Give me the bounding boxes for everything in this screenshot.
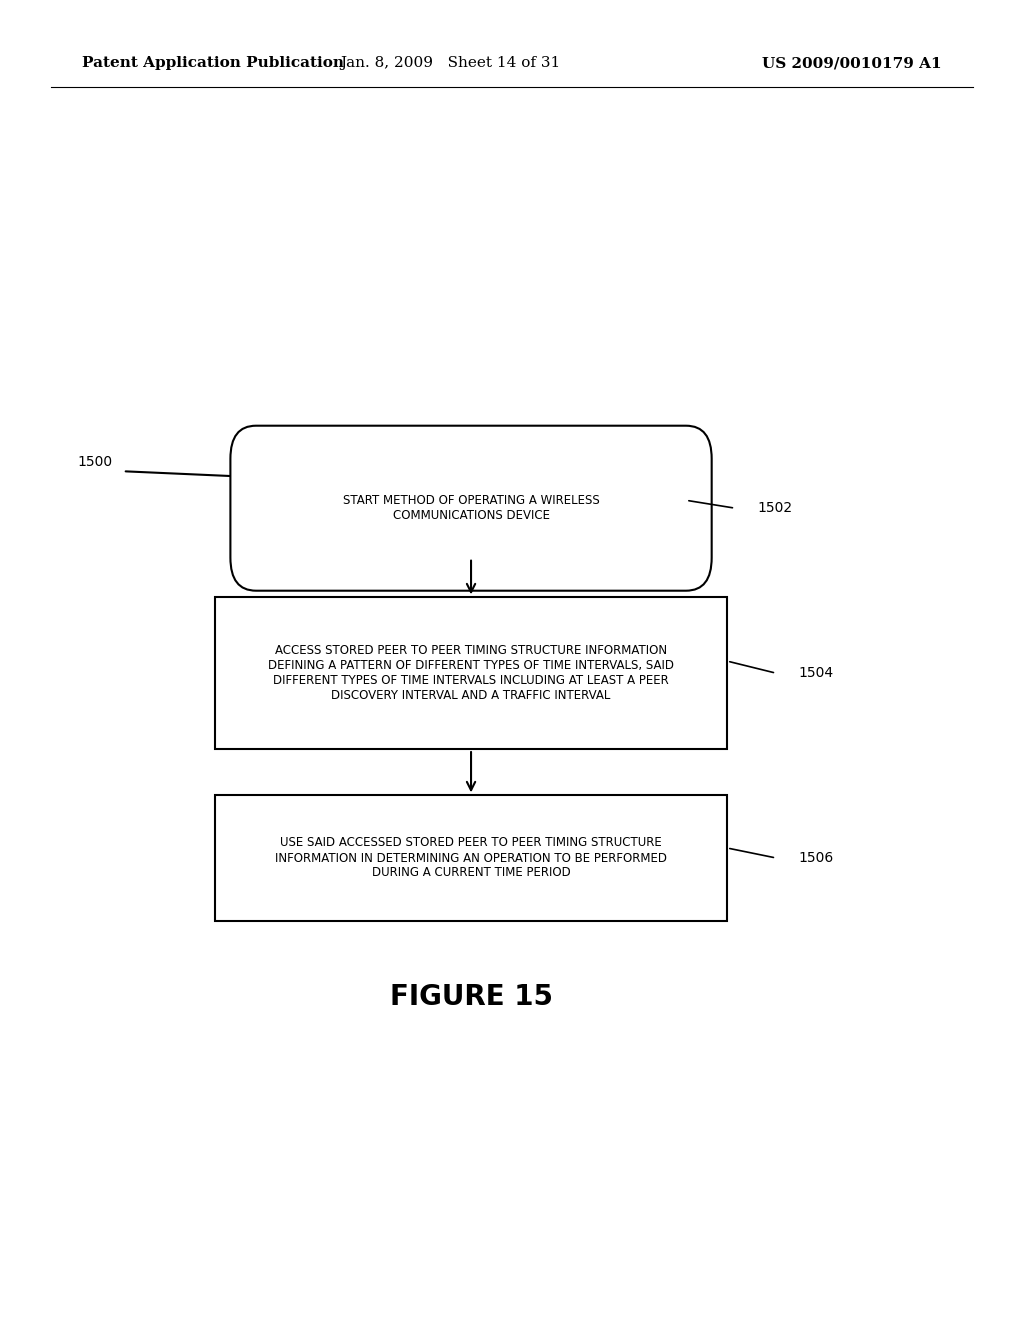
Text: USE SAID ACCESSED STORED PEER TO PEER TIMING STRUCTURE
INFORMATION IN DETERMININ: USE SAID ACCESSED STORED PEER TO PEER TI… [275,837,667,879]
FancyBboxPatch shape [230,425,712,591]
Bar [215,597,727,750]
Bar [215,795,727,921]
Text: FIGURE 15: FIGURE 15 [389,982,553,1011]
Text: ACCESS STORED PEER TO PEER TIMING STRUCTURE INFORMATION
DEFINING A PATTERN OF DI: ACCESS STORED PEER TO PEER TIMING STRUCT… [268,644,674,702]
Text: US 2009/0010179 A1: US 2009/0010179 A1 [763,57,942,70]
Text: Patent Application Publication: Patent Application Publication [82,57,344,70]
Text: 1506: 1506 [799,851,834,865]
Text: 1502: 1502 [758,502,793,515]
Text: 1504: 1504 [799,667,834,680]
Text: START METHOD OF OPERATING A WIRELESS
COMMUNICATIONS DEVICE: START METHOD OF OPERATING A WIRELESS COM… [343,494,599,523]
Text: 1500: 1500 [78,454,113,469]
Text: Jan. 8, 2009   Sheet 14 of 31: Jan. 8, 2009 Sheet 14 of 31 [340,57,561,70]
